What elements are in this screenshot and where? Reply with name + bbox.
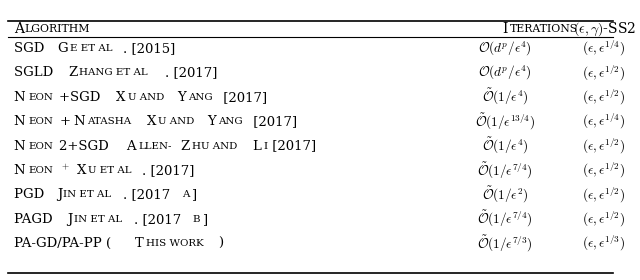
Text: $(\epsilon, \epsilon^{1/2})$: $(\epsilon, \epsilon^{1/2})$ xyxy=(582,88,626,107)
Text: Z: Z xyxy=(68,66,77,80)
Text: . [2015]: . [2015] xyxy=(123,42,175,55)
Text: [2017]: [2017] xyxy=(268,140,317,153)
Text: HANG ET AL: HANG ET AL xyxy=(79,68,148,77)
Text: LGORITHM: LGORITHM xyxy=(25,24,90,34)
Text: EON: EON xyxy=(28,117,53,126)
Text: Y: Y xyxy=(207,115,216,128)
Text: SGD: SGD xyxy=(13,42,49,55)
Text: T: T xyxy=(135,237,143,250)
Text: 2+SGD: 2+SGD xyxy=(60,140,113,153)
Text: [2017]: [2017] xyxy=(249,115,297,128)
Text: $\tilde{\mathcal{O}}(1/\epsilon^4)$: $\tilde{\mathcal{O}}(1/\epsilon^4)$ xyxy=(482,87,529,107)
Text: A: A xyxy=(182,190,189,199)
Text: IN ET AL: IN ET AL xyxy=(63,190,111,199)
Text: ATASHA: ATASHA xyxy=(88,117,135,126)
Text: U ET AL: U ET AL xyxy=(88,166,132,175)
Text: SGLD: SGLD xyxy=(13,66,57,80)
Text: N: N xyxy=(73,115,84,128)
Text: ]: ] xyxy=(191,188,196,201)
Text: G: G xyxy=(57,42,68,55)
Text: $\tilde{\mathcal{O}}(1/\epsilon^{7/4})$: $\tilde{\mathcal{O}}(1/\epsilon^{7/4})$ xyxy=(477,160,533,181)
Text: Y: Y xyxy=(177,91,186,104)
Text: +: + xyxy=(60,115,70,128)
Text: $^+$: $^+$ xyxy=(60,163,73,178)
Text: $\mathcal{O}(d^p/\epsilon^4)$: $\mathcal{O}(d^p/\epsilon^4)$ xyxy=(478,64,532,82)
Text: I: I xyxy=(263,142,268,151)
Text: $\tilde{\mathcal{O}}(1/\epsilon^{7/4})$: $\tilde{\mathcal{O}}(1/\epsilon^{7/4})$ xyxy=(477,209,533,229)
Text: E ET AL: E ET AL xyxy=(70,44,113,53)
Text: $\tilde{\mathcal{O}}(1/\epsilon^2)$: $\tilde{\mathcal{O}}(1/\epsilon^2)$ xyxy=(482,185,529,205)
Text: A: A xyxy=(127,140,136,153)
Text: +SGD: +SGD xyxy=(60,91,105,104)
Text: TERATIONS: TERATIONS xyxy=(510,24,579,34)
Text: PGD: PGD xyxy=(13,188,48,201)
Text: $\mathcal{O}(d^p/\epsilon^4)$: $\mathcal{O}(d^p/\epsilon^4)$ xyxy=(478,39,532,58)
Text: . [2017: . [2017 xyxy=(134,213,181,226)
Text: $(\epsilon, \gamma)$-SS2: $(\epsilon, \gamma)$-SS2 xyxy=(573,20,636,38)
Text: $\tilde{\mathcal{O}}(1/\epsilon^{7/3})$: $\tilde{\mathcal{O}}(1/\epsilon^{7/3})$ xyxy=(477,234,533,254)
Text: N: N xyxy=(13,140,26,153)
Text: J: J xyxy=(67,213,72,226)
Text: J: J xyxy=(57,188,62,201)
Text: . [2017]: . [2017] xyxy=(165,66,218,80)
Text: EON: EON xyxy=(28,166,53,175)
Text: $(\epsilon, \epsilon^{1/2})$: $(\epsilon, \epsilon^{1/2})$ xyxy=(582,185,626,205)
Text: U AND: U AND xyxy=(158,117,198,126)
Text: . [2017: . [2017 xyxy=(124,188,171,201)
Text: $(\epsilon, \epsilon^{1/2})$: $(\epsilon, \epsilon^{1/2})$ xyxy=(582,63,626,83)
Text: [2017]: [2017] xyxy=(219,91,267,104)
Text: X: X xyxy=(147,115,156,128)
Text: . [2017]: . [2017] xyxy=(142,164,195,177)
Text: L: L xyxy=(252,140,261,153)
Text: EON: EON xyxy=(28,93,53,102)
Text: $(\epsilon, \epsilon^{1/3})$: $(\epsilon, \epsilon^{1/3})$ xyxy=(582,234,626,253)
Text: HIS WORK: HIS WORK xyxy=(146,239,204,248)
Text: ANG: ANG xyxy=(218,117,243,126)
Text: $(\epsilon, \epsilon^{1/2})$: $(\epsilon, \epsilon^{1/2})$ xyxy=(582,209,626,229)
Text: X: X xyxy=(116,91,125,104)
Text: I: I xyxy=(502,22,508,36)
Text: N: N xyxy=(13,115,26,128)
Text: ANG: ANG xyxy=(188,93,212,102)
Text: $(\epsilon, \epsilon^{1/4})$: $(\epsilon, \epsilon^{1/4})$ xyxy=(582,39,626,58)
Text: U AND: U AND xyxy=(128,93,167,102)
Text: N: N xyxy=(13,164,26,177)
Text: LLEN-: LLEN- xyxy=(138,142,172,151)
Text: $(\epsilon, \epsilon^{1/2})$: $(\epsilon, \epsilon^{1/2})$ xyxy=(582,136,626,156)
Text: A: A xyxy=(13,22,24,36)
Text: ): ) xyxy=(218,237,223,250)
Text: Z: Z xyxy=(180,140,189,153)
Text: HU AND: HU AND xyxy=(192,142,240,151)
Text: EON: EON xyxy=(28,142,53,151)
Text: B: B xyxy=(193,215,200,224)
Text: $\tilde{\mathcal{O}}(1/\epsilon^4)$: $\tilde{\mathcal{O}}(1/\epsilon^4)$ xyxy=(482,136,529,156)
Text: $(\epsilon, \epsilon^{1/2})$: $(\epsilon, \epsilon^{1/2})$ xyxy=(582,161,626,180)
Text: ]: ] xyxy=(202,213,207,226)
Text: X: X xyxy=(77,164,86,177)
Text: $\tilde{\mathcal{O}}(1/\epsilon^{13/4})$: $\tilde{\mathcal{O}}(1/\epsilon^{13/4})$ xyxy=(475,112,535,132)
Text: PAGD: PAGD xyxy=(13,213,56,226)
Text: IN ET AL: IN ET AL xyxy=(74,215,122,224)
Text: PA-GD/PA-PP (: PA-GD/PA-PP ( xyxy=(13,237,111,250)
Text: $(\epsilon, \epsilon^{1/4})$: $(\epsilon, \epsilon^{1/4})$ xyxy=(582,112,626,132)
Text: N: N xyxy=(13,91,26,104)
